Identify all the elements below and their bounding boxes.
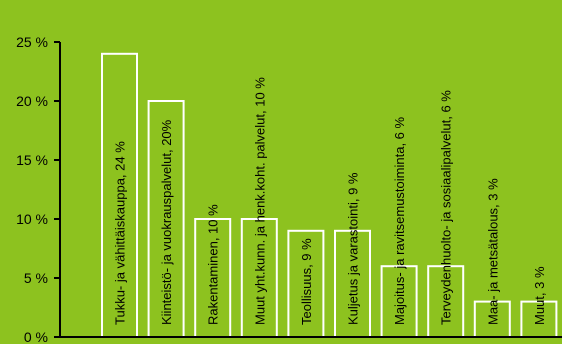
bar	[334, 229, 371, 338]
bar	[520, 300, 558, 339]
y-tick-label: 15 %	[16, 152, 48, 168]
bar	[240, 218, 278, 338]
bar	[427, 265, 465, 339]
bar-label: Terveydenhuolto- ja sosiaalipalvelut, 6 …	[439, 90, 454, 325]
y-tick-label: 0 %	[24, 329, 48, 344]
bar-label: Rakentaminen, 10 %	[206, 204, 221, 325]
bar-label: Kuljetus ja varastointi, 9 %	[346, 172, 361, 325]
y-tick-label: 5 %	[24, 270, 48, 286]
bar	[101, 52, 138, 339]
bar-label: Maa- ja metsätalous, 3 %	[485, 178, 500, 325]
bar-label: Teollisuus, 9 %	[299, 238, 314, 325]
bar	[147, 100, 185, 338]
bar-label: Tukku- ja vähittäiskauppa, 24 %	[113, 141, 128, 325]
bar-label: Majoitus- ja ravitsemustoiminta, 6 %	[392, 116, 407, 325]
bar-label: Kiinteistö- ja vuokrauspalvelut, 20%	[159, 119, 174, 325]
bars-group	[101, 52, 558, 339]
bar-labels-group: Tukku- ja vähittäiskauppa, 24 % Kiinteist…	[113, 77, 547, 325]
y-axis: 0 % 5 % 10 % 15 % 20 % 25 %	[16, 34, 562, 344]
y-tick-label: 20 %	[16, 93, 48, 109]
y-tick-label: 10 %	[16, 211, 48, 227]
bar-label: Muut yht.kunn. ja henk.koht. palvelut, 1…	[252, 77, 267, 325]
bar-label: Muut, 3 %	[532, 266, 547, 325]
y-tick-label: 25 %	[16, 34, 48, 50]
